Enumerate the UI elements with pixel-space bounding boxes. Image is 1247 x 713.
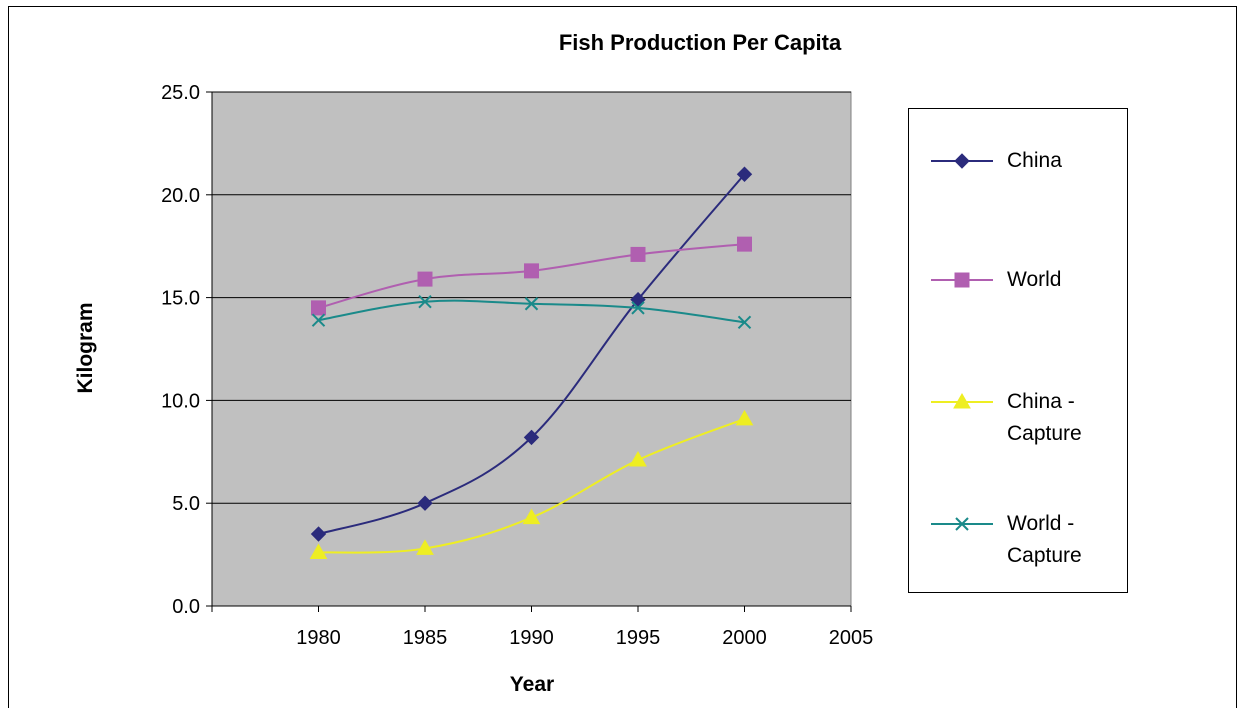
data-point-china <box>736 166 753 182</box>
x-tick-label: 1985 <box>403 627 448 649</box>
data-point-world <box>524 263 539 279</box>
x-axis-title: Year <box>509 673 555 696</box>
y-tick-label: 0.0 <box>172 596 200 618</box>
legend-marker <box>953 392 971 409</box>
legend-label: China <box>1007 149 1062 172</box>
legend-symbol-world <box>931 272 993 288</box>
legend-marker <box>955 517 969 531</box>
legend-item-china: China <box>929 145 1119 205</box>
data-point-china-capture <box>735 409 754 426</box>
series-line-china <box>318 173 746 536</box>
data-point-world-capture <box>524 297 539 311</box>
x-tick-label: 2000 <box>722 627 767 649</box>
y-tick-label: 20.0 <box>161 185 200 207</box>
y-axis-title: Kilogram <box>74 302 97 394</box>
data-point-world-capture <box>631 301 645 315</box>
data-point-world-capture <box>311 313 326 327</box>
legend-item-world-capture: World - Capture <box>929 508 1119 568</box>
y-tick-label: 15.0 <box>161 288 200 310</box>
data-point-china-capture <box>522 508 541 525</box>
data-point-world-capture <box>737 315 752 329</box>
data-point-china <box>310 526 327 542</box>
legend-item-world: World <box>929 264 1119 324</box>
y-tick-label: 5.0 <box>172 493 200 515</box>
chart-area <box>8 6 1237 708</box>
legend-label: China - Capture <box>1007 390 1082 445</box>
legend-symbol-world-capture <box>931 517 993 531</box>
x-tick-label: 1995 <box>616 627 661 649</box>
chart-title: Fish Production Per Capita <box>558 30 842 55</box>
data-point-world <box>417 271 433 287</box>
data-point-china-capture <box>629 451 647 467</box>
data-point-china <box>417 495 433 511</box>
legend-label: World - Capture <box>1007 512 1082 567</box>
data-point-world <box>630 246 646 262</box>
legend-item-china-capture: China - Capture <box>929 386 1119 446</box>
x-tick-label: 1980 <box>296 627 341 649</box>
legend-label: World <box>1007 268 1062 291</box>
legend-marker <box>954 153 970 169</box>
data-point-world <box>737 236 752 252</box>
plot-background <box>211 91 852 607</box>
data-point-china <box>523 429 540 446</box>
legend-symbol-china <box>931 153 993 169</box>
data-point-world <box>311 300 326 316</box>
data-point-china-capture <box>309 543 328 560</box>
y-tick-label: 10.0 <box>161 390 200 412</box>
legend-marker <box>954 272 970 288</box>
data-point-world-capture <box>418 295 432 309</box>
x-tick-label: 2005 <box>829 627 874 649</box>
legend: China World China - Capture World - Capt… <box>908 108 1128 593</box>
data-point-china-capture <box>416 539 434 555</box>
y-tick-label: 25.0 <box>161 82 200 104</box>
legend-symbol-china-capture <box>931 392 993 409</box>
x-tick-label: 1990 <box>509 627 554 649</box>
